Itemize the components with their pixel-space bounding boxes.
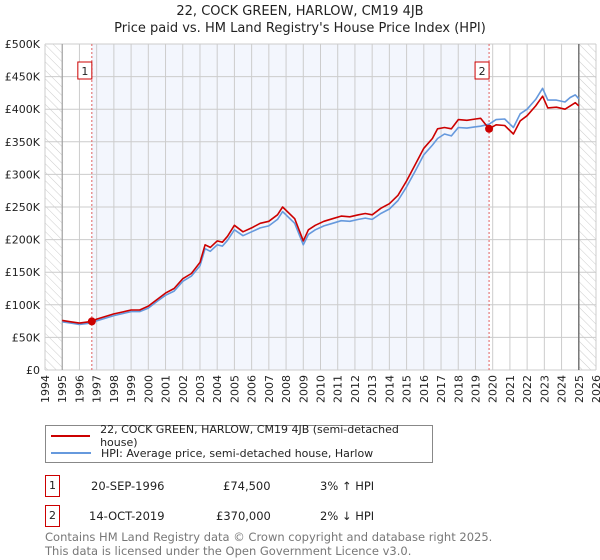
x-tick-label: 2006 — [246, 375, 259, 403]
transaction-badge: 1 — [45, 475, 60, 497]
footer-copyright: Contains HM Land Registry data © Crown c… — [45, 530, 493, 544]
x-tick-label: 2014 — [383, 375, 396, 403]
x-tick-label: 2002 — [177, 375, 190, 403]
x-tick-label: 2018 — [452, 375, 465, 403]
x-tick-label: 2007 — [263, 375, 276, 403]
series-line-hpi — [62, 87, 580, 326]
x-tick-label: 2012 — [349, 375, 362, 403]
y-tick-label: £450K — [5, 71, 41, 84]
sale-label: 2 — [479, 65, 486, 78]
x-tick-label: 2003 — [194, 375, 207, 403]
y-tick-label: £100K — [5, 299, 41, 312]
legend-label-property: 22, COCK GREEN, HARLOW, CM19 4JB (semi-d… — [100, 423, 399, 449]
x-tick-label: 2009 — [297, 375, 310, 403]
chart-title: 22, COCK GREEN, HARLOW, CM19 4JB — [176, 4, 424, 19]
x-tick-label: 1994 — [39, 375, 52, 403]
sale-point — [485, 124, 494, 133]
x-tick-label: 2020 — [487, 375, 500, 403]
series-line-property — [62, 95, 580, 324]
transaction-price: £370,000 — [216, 509, 271, 523]
x-tick-label: 2005 — [228, 375, 241, 403]
x-tick-label: 1999 — [125, 375, 138, 403]
x-tick-label: 1998 — [108, 375, 121, 403]
y-tick-label: £350K — [5, 136, 41, 149]
x-tick-label: 2011 — [332, 375, 345, 403]
transaction-hpi-diff: 2% ↓ HPI — [320, 509, 375, 523]
x-tick-label: 2000 — [142, 375, 155, 403]
x-tick-label: 2001 — [160, 375, 173, 403]
y-tick-label: £150K — [5, 266, 41, 279]
x-tick-label: 2004 — [211, 375, 224, 403]
footer-licence: This data is licensed under the Open Gov… — [45, 544, 412, 558]
transaction-row: 1 20-SEP-1996 £74,500 3% ↑ HPI — [45, 475, 465, 497]
legend-swatch-property — [51, 435, 91, 437]
price-chart: 1994 1995 1996 1997 1998 1999 2000 2001 2002 2003… — [5, 38, 600, 403]
transaction-hpi-diff: 3% ↑ HPI — [320, 479, 375, 493]
legend-swatch-hpi — [51, 452, 91, 454]
y-tick-label: £400K — [5, 103, 41, 116]
x-tick-label: 2026 — [590, 375, 600, 403]
y-tick-label: £200K — [5, 234, 41, 247]
transaction-row: 2 14-OCT-2019 £370,000 2% ↓ HPI — [45, 505, 465, 527]
legend-label-hpi: HPI: Average price, semi-detached house,… — [101, 446, 374, 460]
x-tick-label: 1995 — [56, 375, 69, 403]
x-tick-label: 2023 — [538, 375, 551, 403]
legend-item-hpi: HPI: Average price, semi-detached house,… — [51, 445, 373, 461]
x-tick-label: 2017 — [435, 375, 448, 403]
x-tick-label: 2019 — [469, 375, 482, 403]
y-tick-label: £500K — [5, 38, 41, 51]
y-tick-label: £300K — [5, 168, 41, 181]
x-tick-label: 1996 — [73, 375, 86, 403]
transaction-date: 14-OCT-2019 — [89, 509, 165, 523]
x-tick-label: 2010 — [315, 375, 328, 403]
y-tick-label: £50K — [12, 331, 41, 344]
x-tick-label: 2021 — [504, 375, 517, 403]
transaction-price: £74,500 — [223, 479, 271, 493]
legend-item-property: 22, COCK GREEN, HARLOW, CM19 4JB (semi-d… — [51, 423, 432, 449]
y-tick-label: £0 — [26, 364, 40, 377]
sale-point — [87, 317, 96, 326]
sale-label-box — [77, 61, 93, 80]
x-tick-label: 2025 — [573, 375, 586, 403]
chart-subtitle: Price paid vs. HM Land Registry's House … — [114, 21, 486, 36]
y-tick-label: £250K — [5, 201, 41, 214]
transaction-date: 20-SEP-1996 — [91, 479, 165, 493]
legend: 22, COCK GREEN, HARLOW, CM19 4JB (semi-d… — [45, 423, 433, 463]
x-tick-label: 2022 — [521, 375, 534, 403]
sale-label: 1 — [81, 65, 88, 78]
transaction-badge: 2 — [45, 505, 60, 527]
x-tick-label: 2015 — [401, 375, 414, 403]
x-tick-label: 2024 — [556, 375, 569, 403]
x-tick-label: 1997 — [91, 375, 104, 403]
x-tick-label: 2016 — [418, 375, 431, 403]
x-tick-label: 2013 — [366, 375, 379, 403]
sale-label-box — [474, 61, 490, 80]
x-tick-label: 2008 — [280, 375, 293, 403]
